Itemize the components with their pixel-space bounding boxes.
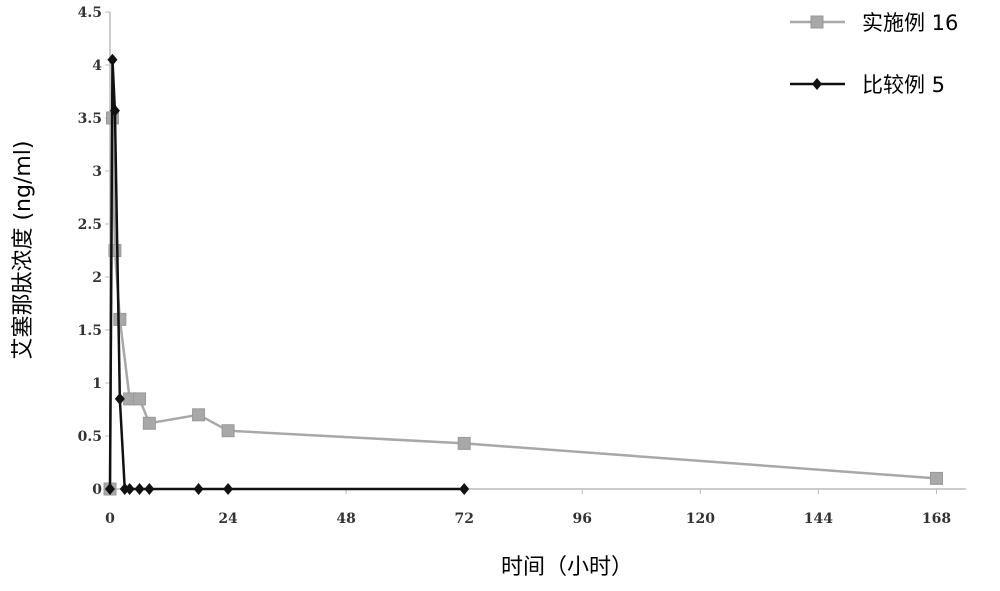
x-tick-label: 0 xyxy=(105,511,115,527)
series-line xyxy=(110,60,464,489)
marker xyxy=(114,313,126,325)
marker xyxy=(222,425,234,437)
y-tick-label: 2.5 xyxy=(78,217,102,233)
x-tick-label: 24 xyxy=(218,511,238,527)
y-tick-label: 1.5 xyxy=(78,323,102,339)
marker xyxy=(144,483,154,495)
x-axis-title: 时间（小时） xyxy=(501,555,633,580)
x-tick-label: 144 xyxy=(804,511,833,527)
y-axis-title: 艾塞那肽浓度 (ng/ml) xyxy=(11,140,36,359)
y-tick-label: 1 xyxy=(92,376,102,392)
marker xyxy=(134,393,146,405)
marker xyxy=(143,417,155,429)
legend-label: 比较例 5 xyxy=(862,73,945,97)
marker xyxy=(193,409,205,421)
y-tick-label: 4.5 xyxy=(78,5,102,21)
x-tick-label: 168 xyxy=(922,511,951,527)
x-tick-label: 96 xyxy=(573,511,592,527)
marker xyxy=(194,483,204,495)
x-tick-label: 120 xyxy=(686,511,715,527)
marker xyxy=(458,437,470,449)
marker xyxy=(107,54,117,66)
x-tick-label: 48 xyxy=(336,511,355,527)
x-tick-label: 72 xyxy=(454,511,473,527)
y-tick-label: 0.5 xyxy=(78,429,102,445)
marker xyxy=(812,78,822,90)
y-tick-label: 3 xyxy=(92,164,102,180)
marker xyxy=(459,483,469,495)
y-tick-label: 4 xyxy=(92,58,102,74)
marker xyxy=(135,483,145,495)
chart: 时间（小时） 艾塞那肽浓度 (ng/ml) 0 0.5 1 1.5 2 2.5 3 3.5 4 4… xyxy=(0,0,1000,591)
y-tick-label: 0 xyxy=(92,482,102,498)
marker xyxy=(930,472,942,484)
marker xyxy=(223,483,233,495)
legend-label: 实施例 16 xyxy=(862,11,958,35)
y-tick-label: 3.5 xyxy=(78,111,102,127)
marker xyxy=(811,16,823,28)
y-tick-label: 2 xyxy=(92,270,102,286)
